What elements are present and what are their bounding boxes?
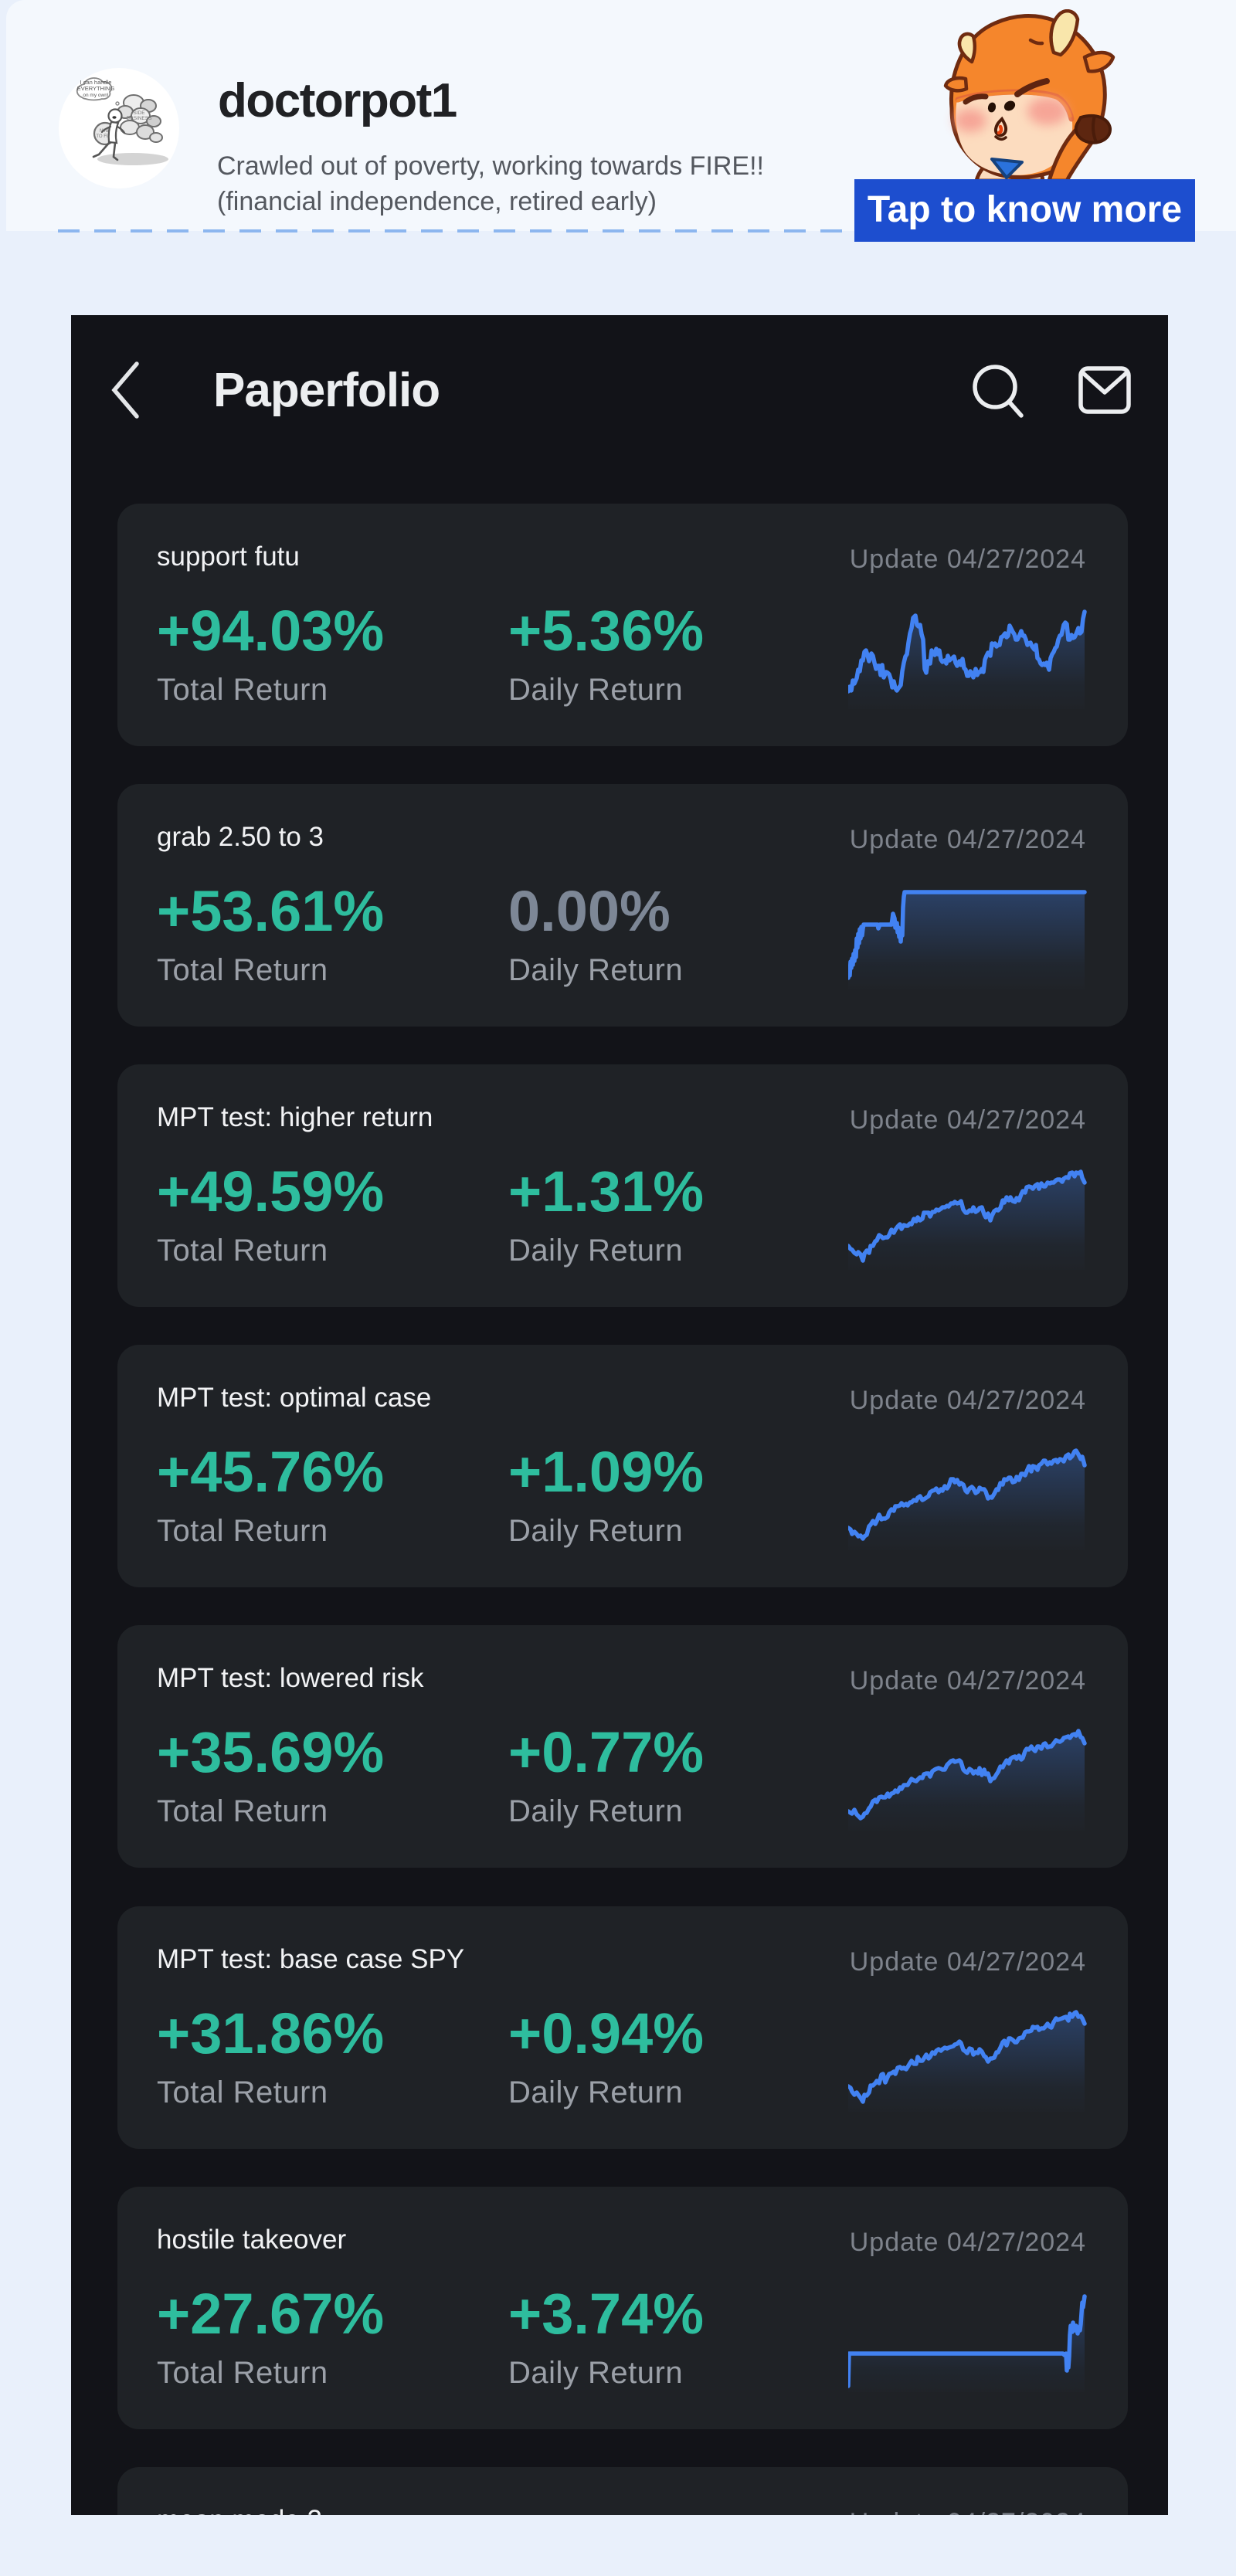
svg-text:TO FIVE: TO FIVE xyxy=(96,134,114,139)
svg-text:SIDE: SIDE xyxy=(133,110,145,116)
svg-text:BUSINESS: BUSINESS xyxy=(127,116,153,121)
svg-text:on my own!: on my own! xyxy=(83,93,108,98)
svg-text:I can handle: I can handle xyxy=(80,79,112,86)
svg-text:NINE: NINE xyxy=(100,129,110,134)
svg-text:EVERYTHING: EVERYTHING xyxy=(77,85,115,92)
